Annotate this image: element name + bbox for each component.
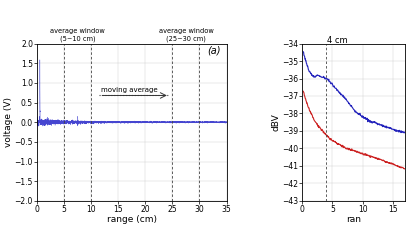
Text: average window
(5~10 cm): average window (5~10 cm): [50, 28, 105, 42]
Y-axis label: dBV: dBV: [272, 113, 281, 131]
Y-axis label: voltage (V): voltage (V): [4, 97, 13, 147]
Text: (a): (a): [208, 45, 221, 55]
Text: 4 cm: 4 cm: [328, 36, 348, 45]
X-axis label: ran: ran: [346, 215, 361, 224]
X-axis label: range (cm): range (cm): [107, 215, 157, 224]
Text: average window
(25~30 cm): average window (25~30 cm): [159, 28, 214, 42]
Text: moving average: moving average: [101, 87, 158, 93]
